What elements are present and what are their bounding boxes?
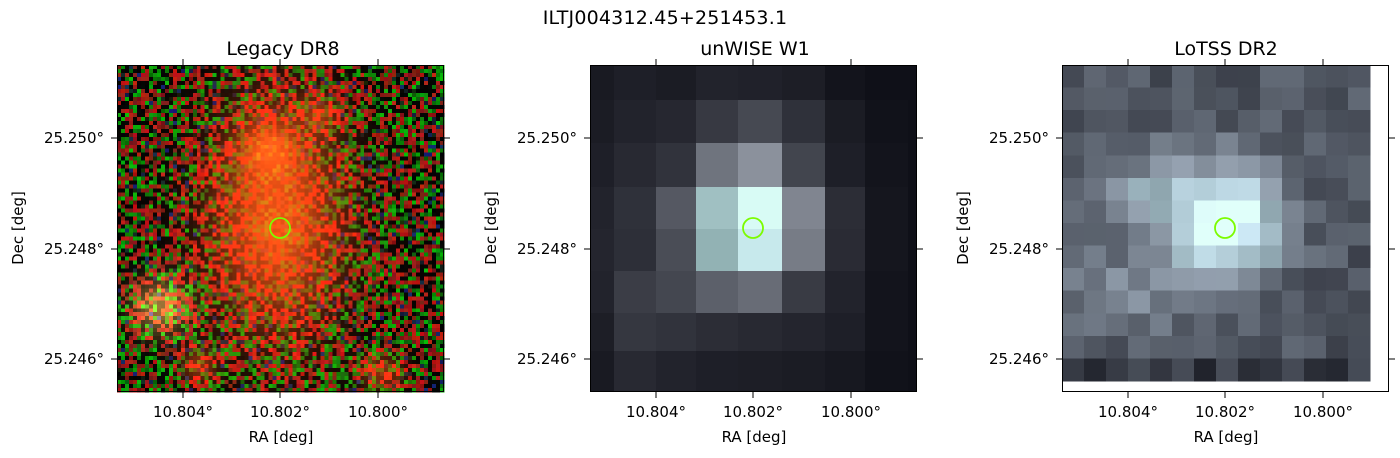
ytick-lotss-2: 25.248° [989,240,1049,258]
panel-title-unwise: unWISE W1 [700,38,810,60]
axes-unwise [584,59,923,398]
axes-lotss [1056,59,1395,398]
legacy-ticks [111,59,450,398]
xtick-lotss-3: 10.800° [1293,403,1353,421]
ytick-legacy-3: 25.246° [44,350,104,368]
ytick-unwise-2: 25.248° [517,240,577,258]
legacy-source-marker [269,217,291,239]
ytick-lotss-3: 25.246° [989,350,1049,368]
lotss-ticks [1056,59,1395,398]
ytick-unwise-1: 25.250° [517,129,577,147]
xtick-unwise-3: 10.800° [821,403,881,421]
xlabel-unwise: RA [deg] [721,428,787,446]
xtick-unwise-2: 10.802° [723,403,783,421]
lotss-source-marker [1214,217,1236,239]
unwise-source-marker [742,217,764,239]
figure-title: ILTJ004312.45+251453.1 [542,7,788,29]
unwise-frame [590,65,917,392]
ytick-unwise-3: 25.246° [517,350,577,368]
ytick-legacy-1: 25.250° [44,129,104,147]
xlabel-legacy: RA [deg] [248,428,314,446]
lotss-image [1056,59,1395,398]
panel-title-lotss: LoTSS DR2 [1174,38,1278,60]
xtick-legacy-3: 10.800° [348,403,408,421]
ytick-legacy-2: 25.248° [44,240,104,258]
unwise-pixels [590,65,917,392]
panel-title-legacy: Legacy DR8 [226,38,340,60]
xlabel-lotss: RA [deg] [1193,428,1259,446]
xtick-unwise-1: 10.804° [626,403,686,421]
ytick-lotss-1: 25.250° [989,129,1049,147]
unwise-image [584,59,923,398]
xtick-legacy-2: 10.802° [250,403,310,421]
legacy-image [111,59,450,398]
xtick-legacy-1: 10.804° [153,403,213,421]
lotss-frame [1062,65,1389,392]
lotss-pixels [1062,65,1371,382]
xtick-lotss-1: 10.804° [1098,403,1158,421]
axes-legacy [111,59,450,398]
legacy-pixels [117,65,445,393]
legacy-frame [117,65,444,392]
unwise-ticks [584,59,923,398]
xtick-lotss-2: 10.802° [1195,403,1255,421]
